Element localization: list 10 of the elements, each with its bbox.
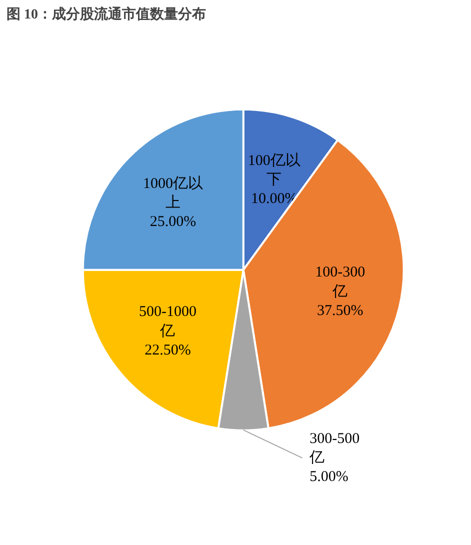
slice-label: 100-300亿 (315, 264, 366, 300)
data-label: 5.00% (310, 469, 348, 486)
slice-label: 500-1000亿 (138, 304, 196, 340)
chart-title: 图 10：成分股流通市值数量分布 (6, 6, 206, 22)
data-label: 25.00% (150, 214, 196, 230)
data-label: 22.50% (144, 342, 191, 358)
slice-label: 300-500亿 (308, 430, 360, 466)
data-label: 37.50% (316, 303, 364, 320)
slice-label: 100亿以下 (248, 152, 300, 188)
slice-label: 1000亿以上 (143, 174, 204, 212)
